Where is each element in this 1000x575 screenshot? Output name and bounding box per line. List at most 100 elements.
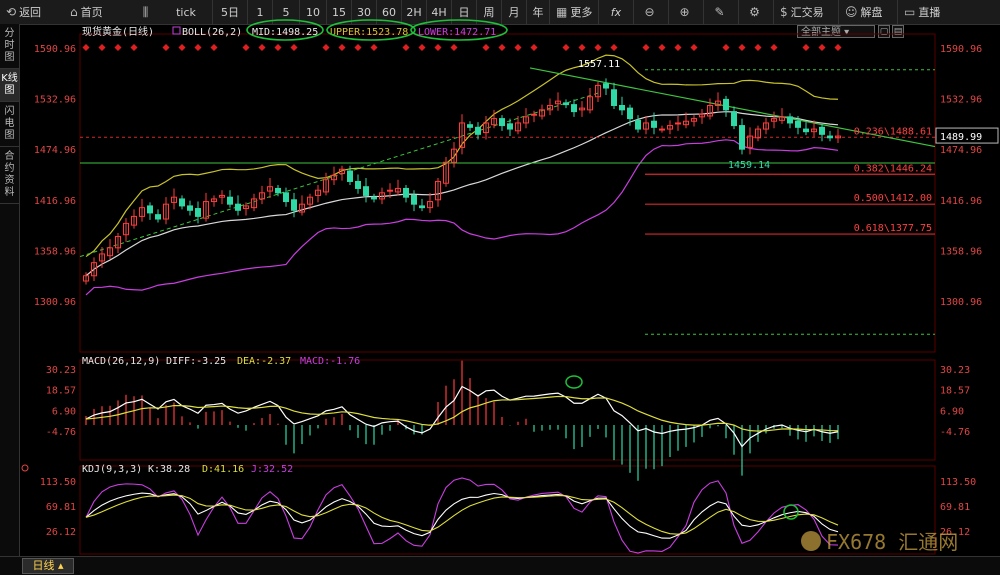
more-button[interactable]: ▦ 更多 bbox=[549, 0, 598, 24]
macd-axis-right-1: 18.57 bbox=[940, 386, 970, 397]
candle-body-1 bbox=[91, 262, 97, 277]
kdj-axis-left-0: 113.50 bbox=[40, 477, 76, 488]
macd-legend-name: MACD(26,12,9) bbox=[82, 356, 160, 367]
signal-marker-66 bbox=[610, 43, 618, 52]
signal-marker-14 bbox=[194, 43, 202, 52]
macd-legend-diff: DIFF:-3.25 bbox=[166, 356, 226, 367]
period-tab-7[interactable]: 2H bbox=[401, 0, 426, 24]
price-label-right-2: 1474.96 bbox=[940, 145, 982, 156]
period-tab-6[interactable]: 60 bbox=[376, 0, 401, 24]
period-tab-9[interactable]: 日 bbox=[451, 0, 476, 24]
candle-body-88 bbox=[787, 116, 793, 124]
candle-body-50 bbox=[483, 122, 489, 134]
sidebar-tab-1[interactable]: K线图 bbox=[0, 69, 19, 102]
zoom-out-button[interactable]: ⊖ bbox=[633, 0, 668, 24]
live-button[interactable]: ▭ 直播 bbox=[897, 0, 944, 24]
candle-body-9 bbox=[155, 214, 161, 220]
candle-body-10 bbox=[163, 203, 169, 220]
sidebar-tab-2[interactable]: 闪电图 bbox=[0, 102, 19, 147]
candle-body-44 bbox=[435, 180, 441, 201]
macd-legend-dea: DEA:-2.37 bbox=[237, 356, 291, 367]
wrench-icon: ⚙ bbox=[749, 5, 760, 19]
bottom-bar bbox=[0, 556, 1000, 575]
candlestick-icon: ⫼ bbox=[142, 4, 149, 19]
macd-axis-left-3: -4.76 bbox=[46, 427, 76, 438]
fib-label-3: 0.618\1377.75 bbox=[854, 223, 932, 234]
candle-body-83 bbox=[747, 135, 753, 148]
sidebar-tab-3[interactable]: 合约资料 bbox=[0, 147, 19, 204]
signal-marker-10 bbox=[162, 43, 170, 52]
sidebar: 分时图 K线图 闪电图 合约资料 bbox=[0, 24, 20, 556]
period-tab-4[interactable]: 15 bbox=[326, 0, 351, 24]
candle-body-47 bbox=[459, 122, 465, 148]
signal-marker-72 bbox=[658, 43, 666, 52]
candle-body-20 bbox=[243, 205, 249, 210]
signal-marker-4 bbox=[114, 43, 122, 52]
signal-marker-64 bbox=[594, 43, 602, 52]
formula-button[interactable]: fx bbox=[598, 0, 633, 24]
period-tab-12[interactable]: 年 bbox=[526, 0, 549, 24]
signal-marker-94 bbox=[834, 43, 842, 52]
zoom-in-button[interactable]: ⊕ bbox=[668, 0, 703, 24]
kdj-legend-k: K:38.28 bbox=[148, 464, 190, 475]
sidebar-tab-0[interactable]: 分时图 bbox=[0, 24, 19, 69]
candle-body-79 bbox=[715, 100, 721, 106]
macd-dea-line bbox=[85, 395, 839, 432]
signal-marker-84 bbox=[754, 43, 762, 52]
period-select-button[interactable]: 日线 ▴ bbox=[22, 558, 74, 574]
kdj-legend-name: KDJ(9,3,3) bbox=[82, 464, 142, 475]
candle-body-13 bbox=[187, 205, 193, 211]
zoom-in-icon: ⊕ bbox=[679, 5, 690, 19]
watermark-logo bbox=[801, 531, 821, 551]
legend-upper: UPPER:1523.78 bbox=[330, 27, 408, 38]
candle-body-29 bbox=[315, 189, 321, 196]
candle-body-5 bbox=[123, 222, 129, 236]
period-tab-0[interactable]: 5日 bbox=[212, 0, 247, 24]
candle-body-64 bbox=[595, 84, 601, 98]
candle-body-70 bbox=[643, 122, 649, 130]
settings-button[interactable]: ⚙ bbox=[738, 0, 773, 24]
tick-button[interactable]: tick bbox=[176, 5, 196, 19]
signal-marker-50 bbox=[482, 43, 490, 52]
candle-body-39 bbox=[395, 187, 401, 193]
signal-marker-44 bbox=[434, 43, 442, 52]
price-badge-text: 1489.99 bbox=[940, 132, 982, 143]
candle-body-69 bbox=[635, 119, 641, 130]
signal-marker-32 bbox=[338, 43, 346, 52]
candle-body-82 bbox=[739, 125, 745, 150]
period-tab-2[interactable]: 5 bbox=[272, 0, 299, 24]
price-label-left-2: 1474.96 bbox=[34, 145, 76, 156]
candle-body-8 bbox=[147, 205, 153, 214]
candle-body-77 bbox=[699, 113, 705, 118]
back-arrow-icon: ⟲ bbox=[6, 5, 17, 19]
toggle-button[interactable]: ▢ bbox=[878, 25, 890, 38]
signal-marker-40 bbox=[402, 43, 410, 52]
period-tab-11[interactable]: 月 bbox=[501, 0, 526, 24]
period-tab-8[interactable]: 4H bbox=[426, 0, 451, 24]
theme-select[interactable]: 全部主题 ▾ bbox=[797, 25, 875, 38]
home-button[interactable]: ⌂ 首页 bbox=[70, 5, 103, 19]
tv-icon: ▭ bbox=[904, 5, 916, 19]
expand-button[interactable]: ▤ bbox=[892, 25, 904, 38]
kdj-axis-left-1: 69.81 bbox=[46, 502, 76, 513]
signal-marker-90 bbox=[802, 43, 810, 52]
chart-type-button[interactable]: ⫼ bbox=[134, 0, 160, 24]
signal-marker-26 bbox=[290, 43, 298, 52]
period-tab-10[interactable]: 周 bbox=[476, 0, 501, 24]
period-tab-1[interactable]: 1 bbox=[247, 0, 272, 24]
unlock-button[interactable]: ☺ 解盘 bbox=[838, 0, 897, 24]
candle-body-60 bbox=[563, 102, 569, 106]
period-tab-3[interactable]: 10 bbox=[299, 0, 326, 24]
candle-body-6 bbox=[131, 215, 137, 226]
price-panel-frame bbox=[79, 33, 936, 353]
period-tab-5[interactable]: 30 bbox=[351, 0, 376, 24]
draw-tool-button[interactable]: ✎ bbox=[703, 0, 738, 24]
candle-body-32 bbox=[339, 168, 345, 175]
kdj-highlight bbox=[783, 504, 799, 520]
macd-axis-right-2: 6.90 bbox=[940, 406, 964, 417]
trade-button[interactable]: $ 汇交易 bbox=[773, 0, 838, 24]
back-button[interactable]: ⟲ 返回 bbox=[6, 5, 42, 19]
kdj-legend-d: D:41.16 bbox=[202, 464, 244, 475]
candle-body-3 bbox=[107, 247, 113, 257]
